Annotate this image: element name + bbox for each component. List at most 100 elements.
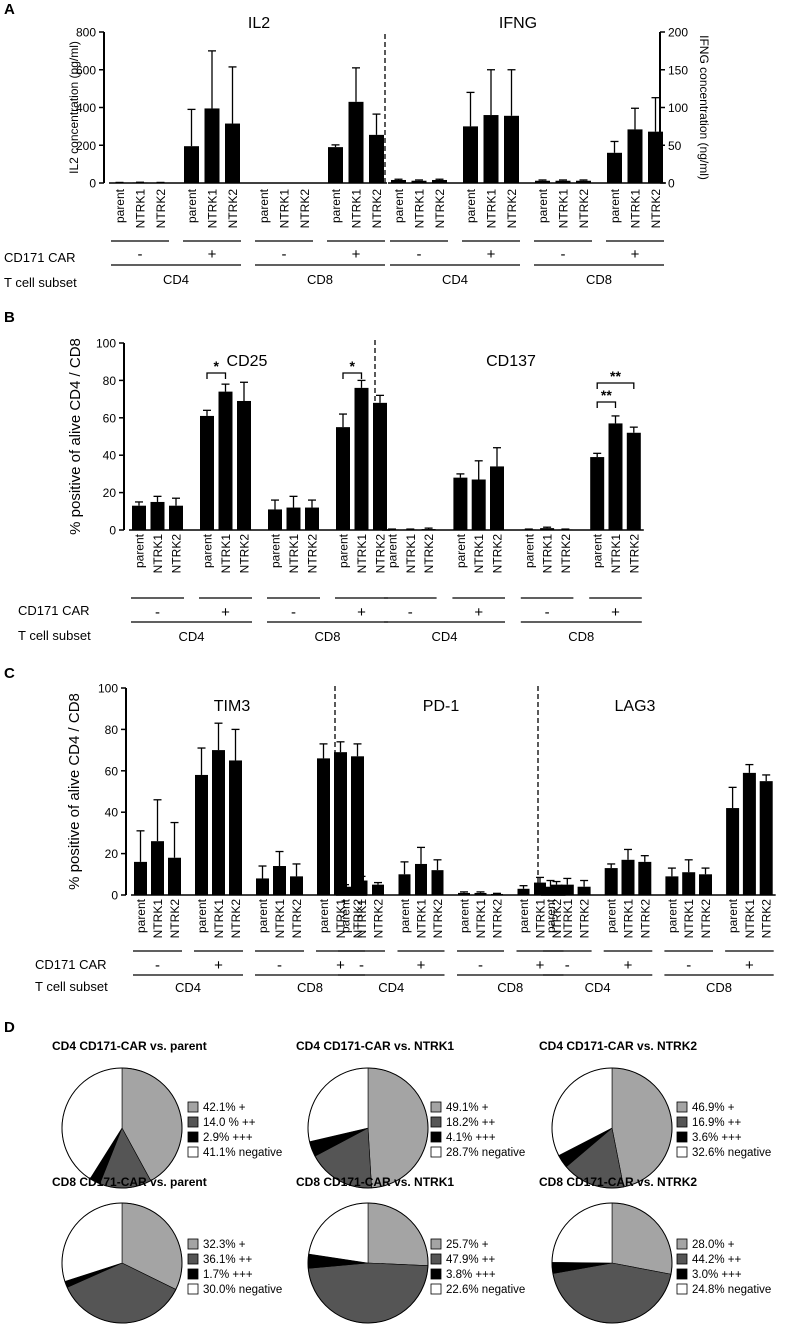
x-tick-label: parent bbox=[544, 898, 558, 933]
x-tick-label: NTRK2 bbox=[577, 189, 591, 229]
legend-label: 49.1% + bbox=[446, 1102, 489, 1114]
chart-title: LAG3 bbox=[615, 698, 656, 715]
legend-swatch bbox=[187, 1253, 199, 1265]
pie-slice bbox=[611, 1202, 673, 1275]
legend-label: 32.6% negative bbox=[692, 1147, 771, 1159]
y-tick-label-right: 150 bbox=[668, 63, 688, 77]
chart-title: TIM3 bbox=[214, 698, 251, 715]
x-tick-label: NTRK1 bbox=[278, 189, 292, 229]
y-tick-label: 20 bbox=[103, 486, 117, 500]
x-tick-label: parent bbox=[185, 188, 199, 223]
legend-swatch bbox=[430, 1238, 442, 1250]
bar bbox=[471, 479, 486, 530]
x-tick-label: NTRK2 bbox=[374, 534, 388, 574]
legend-label: 25.7% + bbox=[446, 1239, 489, 1251]
bar bbox=[521, 529, 536, 530]
car-sign: + bbox=[357, 604, 366, 621]
x-tick-label: NTRK2 bbox=[370, 189, 384, 229]
x-tick-label: NTRK1 bbox=[474, 899, 488, 939]
bar bbox=[577, 886, 591, 895]
bar bbox=[458, 892, 470, 895]
pie-slice bbox=[367, 1067, 429, 1189]
bar bbox=[372, 884, 384, 895]
car-sign: - bbox=[359, 957, 364, 974]
car-sign: - bbox=[417, 246, 422, 263]
legend-swatch bbox=[676, 1268, 688, 1280]
subset-label: CD8 bbox=[297, 980, 323, 995]
subset-label: CD4 bbox=[163, 272, 189, 287]
car-sign: + bbox=[611, 604, 620, 621]
y-tick-label: 0 bbox=[109, 524, 116, 538]
bar bbox=[665, 876, 679, 895]
car-sign: - bbox=[565, 957, 570, 974]
pie-slice bbox=[611, 1067, 673, 1188]
x-tick-label: parent bbox=[317, 898, 331, 933]
row-label-car-b: CD171 CAR bbox=[18, 603, 90, 618]
bar bbox=[682, 872, 696, 895]
legend-label: 18.2% ++ bbox=[446, 1117, 496, 1129]
y-axis-title: % positive of alive CD4 / CD8 bbox=[67, 338, 84, 535]
row-label-car-a: CD171 CAR bbox=[4, 250, 76, 265]
legend-swatch bbox=[676, 1101, 688, 1113]
bar bbox=[328, 147, 343, 183]
x-tick-label: NTRK2 bbox=[433, 189, 447, 229]
car-sign: - bbox=[291, 604, 296, 621]
x-tick-label: NTRK1 bbox=[134, 189, 148, 229]
legend-swatch bbox=[187, 1116, 199, 1128]
x-tick-label: NTRK2 bbox=[638, 899, 652, 939]
x-tick-label: NTRK1 bbox=[557, 189, 571, 229]
bar bbox=[453, 477, 468, 530]
x-tick-label: NTRK1 bbox=[682, 899, 696, 939]
subset-label: CD4 bbox=[442, 272, 468, 287]
legend-swatch bbox=[676, 1238, 688, 1250]
x-tick-label: NTRK1 bbox=[415, 899, 429, 939]
x-tick-label: parent bbox=[726, 898, 740, 933]
x-tick-label: NTRK2 bbox=[372, 899, 386, 939]
pie-outline bbox=[307, 1067, 429, 1189]
significance-bracket bbox=[206, 372, 227, 379]
y-tick-label: 20 bbox=[105, 847, 119, 861]
x-tick-label: parent bbox=[517, 898, 531, 933]
x-tick-label: parent bbox=[458, 898, 472, 933]
car-sign: + bbox=[536, 957, 545, 974]
bar bbox=[225, 123, 240, 183]
pie-title: CD4 CD171-CAR vs. NTRK1 bbox=[296, 1039, 454, 1053]
x-tick-label: NTRK2 bbox=[491, 534, 505, 574]
bar bbox=[726, 808, 740, 895]
pie-slice bbox=[552, 1262, 672, 1324]
car-sign: - bbox=[545, 604, 550, 621]
subset-label: CD8 bbox=[314, 629, 340, 644]
bar bbox=[168, 857, 181, 895]
bar bbox=[355, 880, 368, 895]
legend-label: 41.1% negative bbox=[203, 1147, 282, 1159]
car-sign: + bbox=[221, 604, 230, 621]
x-tick-label: NTRK1 bbox=[609, 534, 623, 574]
pie-title: CD8 CD171-CAR vs. parent bbox=[52, 1175, 207, 1189]
x-tick-label: parent bbox=[522, 533, 536, 568]
x-tick-label: NTRK1 bbox=[629, 189, 643, 229]
y-tick-label: 400 bbox=[76, 101, 96, 115]
legend-label: 44.2% ++ bbox=[692, 1254, 742, 1266]
x-tick-label: NTRK2 bbox=[170, 534, 184, 574]
subset-label: CD8 bbox=[497, 980, 523, 995]
legend-label: 2.9% +++ bbox=[203, 1132, 253, 1144]
pie-outline bbox=[307, 1202, 429, 1324]
pie-title: CD4 CD171-CAR vs. NTRK2 bbox=[539, 1039, 697, 1053]
bar bbox=[699, 874, 712, 895]
x-tick-label: NTRK1 bbox=[219, 534, 233, 574]
legend-swatch bbox=[187, 1268, 199, 1280]
chart-title: IFNG bbox=[499, 15, 537, 32]
x-tick-label: NTRK1 bbox=[485, 189, 499, 229]
car-sign: - bbox=[282, 246, 287, 263]
significance-label: * bbox=[350, 358, 356, 374]
x-tick-label: parent bbox=[133, 533, 147, 568]
car-sign: - bbox=[561, 246, 566, 263]
row-label-subset-b: T cell subset bbox=[18, 628, 91, 643]
legend-label: 3.6% +++ bbox=[692, 1132, 742, 1144]
x-tick-label: NTRK1 bbox=[151, 534, 165, 574]
y-tick-label-right: 200 bbox=[668, 26, 688, 40]
legend-swatch bbox=[187, 1101, 199, 1113]
x-tick-label: NTRK1 bbox=[350, 189, 364, 229]
legend-label: 32.3% + bbox=[203, 1239, 246, 1251]
